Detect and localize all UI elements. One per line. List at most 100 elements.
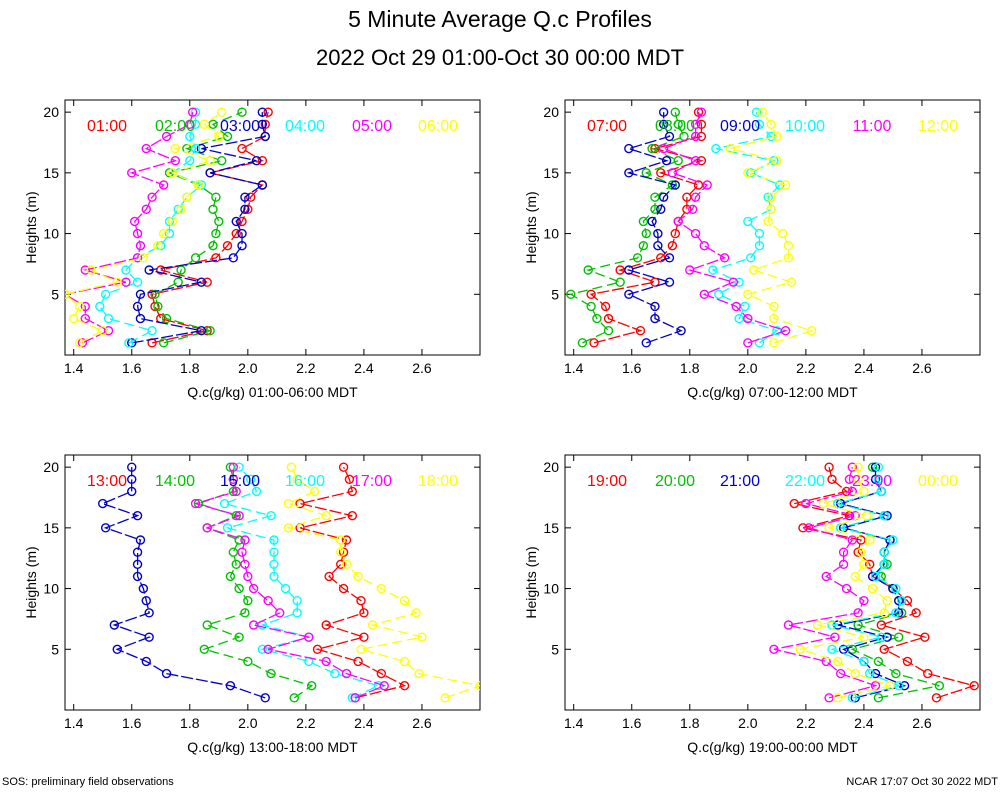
- series-line-0300: [131, 112, 266, 344]
- data-point: [138, 253, 149, 263]
- data-point: [714, 289, 724, 299]
- data-point: [850, 668, 860, 679]
- data-point: [69, 313, 79, 324]
- data-point: [708, 265, 718, 275]
- x-tick-label: 2.4: [854, 360, 874, 376]
- data-point: [341, 559, 352, 569]
- data-point: [859, 559, 869, 569]
- data-point: [879, 559, 889, 569]
- data-point: [95, 301, 105, 312]
- data-point: [934, 681, 945, 691]
- data-point: [586, 289, 596, 299]
- plot-frame: [564, 99, 981, 356]
- data-point: [304, 632, 314, 642]
- data-point: [656, 204, 666, 214]
- data-point: [275, 608, 285, 618]
- data-point: [306, 681, 317, 691]
- data-point: [824, 693, 834, 703]
- data-point: [650, 192, 660, 202]
- data-point: [638, 216, 649, 227]
- data-point: [754, 228, 765, 239]
- legend-label: 05:00: [352, 118, 392, 135]
- data-point: [141, 204, 151, 214]
- x-tick-label: 2.0: [738, 715, 758, 731]
- data-point: [266, 511, 276, 521]
- panel-3: 1.4 1.6 1.8 2.0 2.2 2.4 2.6 5 10 15 20 Q.c(g/kg) 13…: [0, 445, 500, 765]
- data-point: [353, 656, 363, 667]
- data-point: [269, 559, 279, 569]
- data-point: [641, 228, 651, 239]
- data-point: [190, 253, 201, 263]
- data-point: [173, 204, 183, 214]
- data-point: [859, 486, 869, 497]
- legend-label: 18:00: [418, 473, 458, 490]
- data-point: [876, 486, 887, 497]
- data-point: [312, 644, 323, 654]
- data-point: [624, 168, 634, 178]
- data-point: [891, 668, 901, 679]
- data-point: [217, 156, 227, 166]
- data-point: [260, 693, 270, 703]
- panel-1: 1.4 1.6 1.8 2.0 2.2 2.4 2.6 5 10 15 20 Q.c(g/kg) 01…: [0, 90, 500, 410]
- legend-label: 21:00: [720, 473, 760, 490]
- x-tick-label: 2.2: [796, 360, 816, 376]
- data-point: [225, 571, 236, 582]
- series-line-1600: [222, 466, 381, 699]
- data-point: [763, 216, 773, 227]
- data-point: [103, 313, 114, 324]
- data-point: [208, 204, 218, 214]
- footer-left: SOS: preliminary field observations: [2, 776, 174, 788]
- series-line-0000: [799, 467, 893, 699]
- data-point: [292, 474, 302, 484]
- data-point: [98, 326, 108, 336]
- data-point: [399, 596, 410, 606]
- data-point: [359, 632, 369, 642]
- data-point: [127, 474, 137, 484]
- data-point: [475, 681, 480, 691]
- data-point: [208, 119, 218, 129]
- data-point: [321, 656, 331, 667]
- y-tick-label: 10: [43, 226, 59, 242]
- data-point: [856, 535, 866, 545]
- data-point: [647, 216, 657, 227]
- data-point: [780, 326, 791, 336]
- data-point: [902, 596, 913, 606]
- data-point: [112, 644, 122, 654]
- data-point: [853, 462, 863, 472]
- data-point: [731, 301, 741, 312]
- legend-label: 04:00: [285, 118, 325, 135]
- data-point: [251, 156, 262, 166]
- data-point: [879, 547, 889, 557]
- x-tick-label: 2.4: [854, 715, 874, 731]
- data-point: [260, 119, 270, 129]
- legend-label: 03:00: [220, 118, 260, 135]
- data-point: [243, 656, 253, 667]
- data-point: [873, 693, 884, 703]
- data-point: [873, 656, 884, 667]
- x-tick-label: 2.4: [354, 715, 374, 731]
- data-point: [414, 668, 424, 679]
- data-point: [376, 668, 387, 679]
- data-point: [80, 301, 91, 312]
- data-point: [682, 204, 692, 214]
- series-line-0900: [626, 112, 683, 344]
- x-tick-label: 1.8: [680, 360, 700, 376]
- data-point: [589, 338, 599, 348]
- data-point: [783, 620, 794, 630]
- y-tick-label: 20: [43, 459, 59, 475]
- data-point: [650, 204, 660, 214]
- data-point: [833, 656, 843, 667]
- data-point: [658, 107, 669, 117]
- data-point: [902, 656, 913, 667]
- data-point: [356, 644, 366, 654]
- data-point: [838, 559, 849, 569]
- chart-subtitle: 2022 Oct 29 01:00-Oct 30 00:00 MDT: [315, 45, 685, 70]
- data-point: [135, 313, 146, 324]
- data-point: [167, 216, 178, 227]
- y-tick-label: 20: [43, 104, 59, 120]
- data-point: [228, 486, 239, 497]
- data-point: [865, 668, 875, 679]
- data-point: [205, 168, 215, 178]
- series-line-2200: [829, 467, 903, 699]
- data-point: [135, 535, 146, 545]
